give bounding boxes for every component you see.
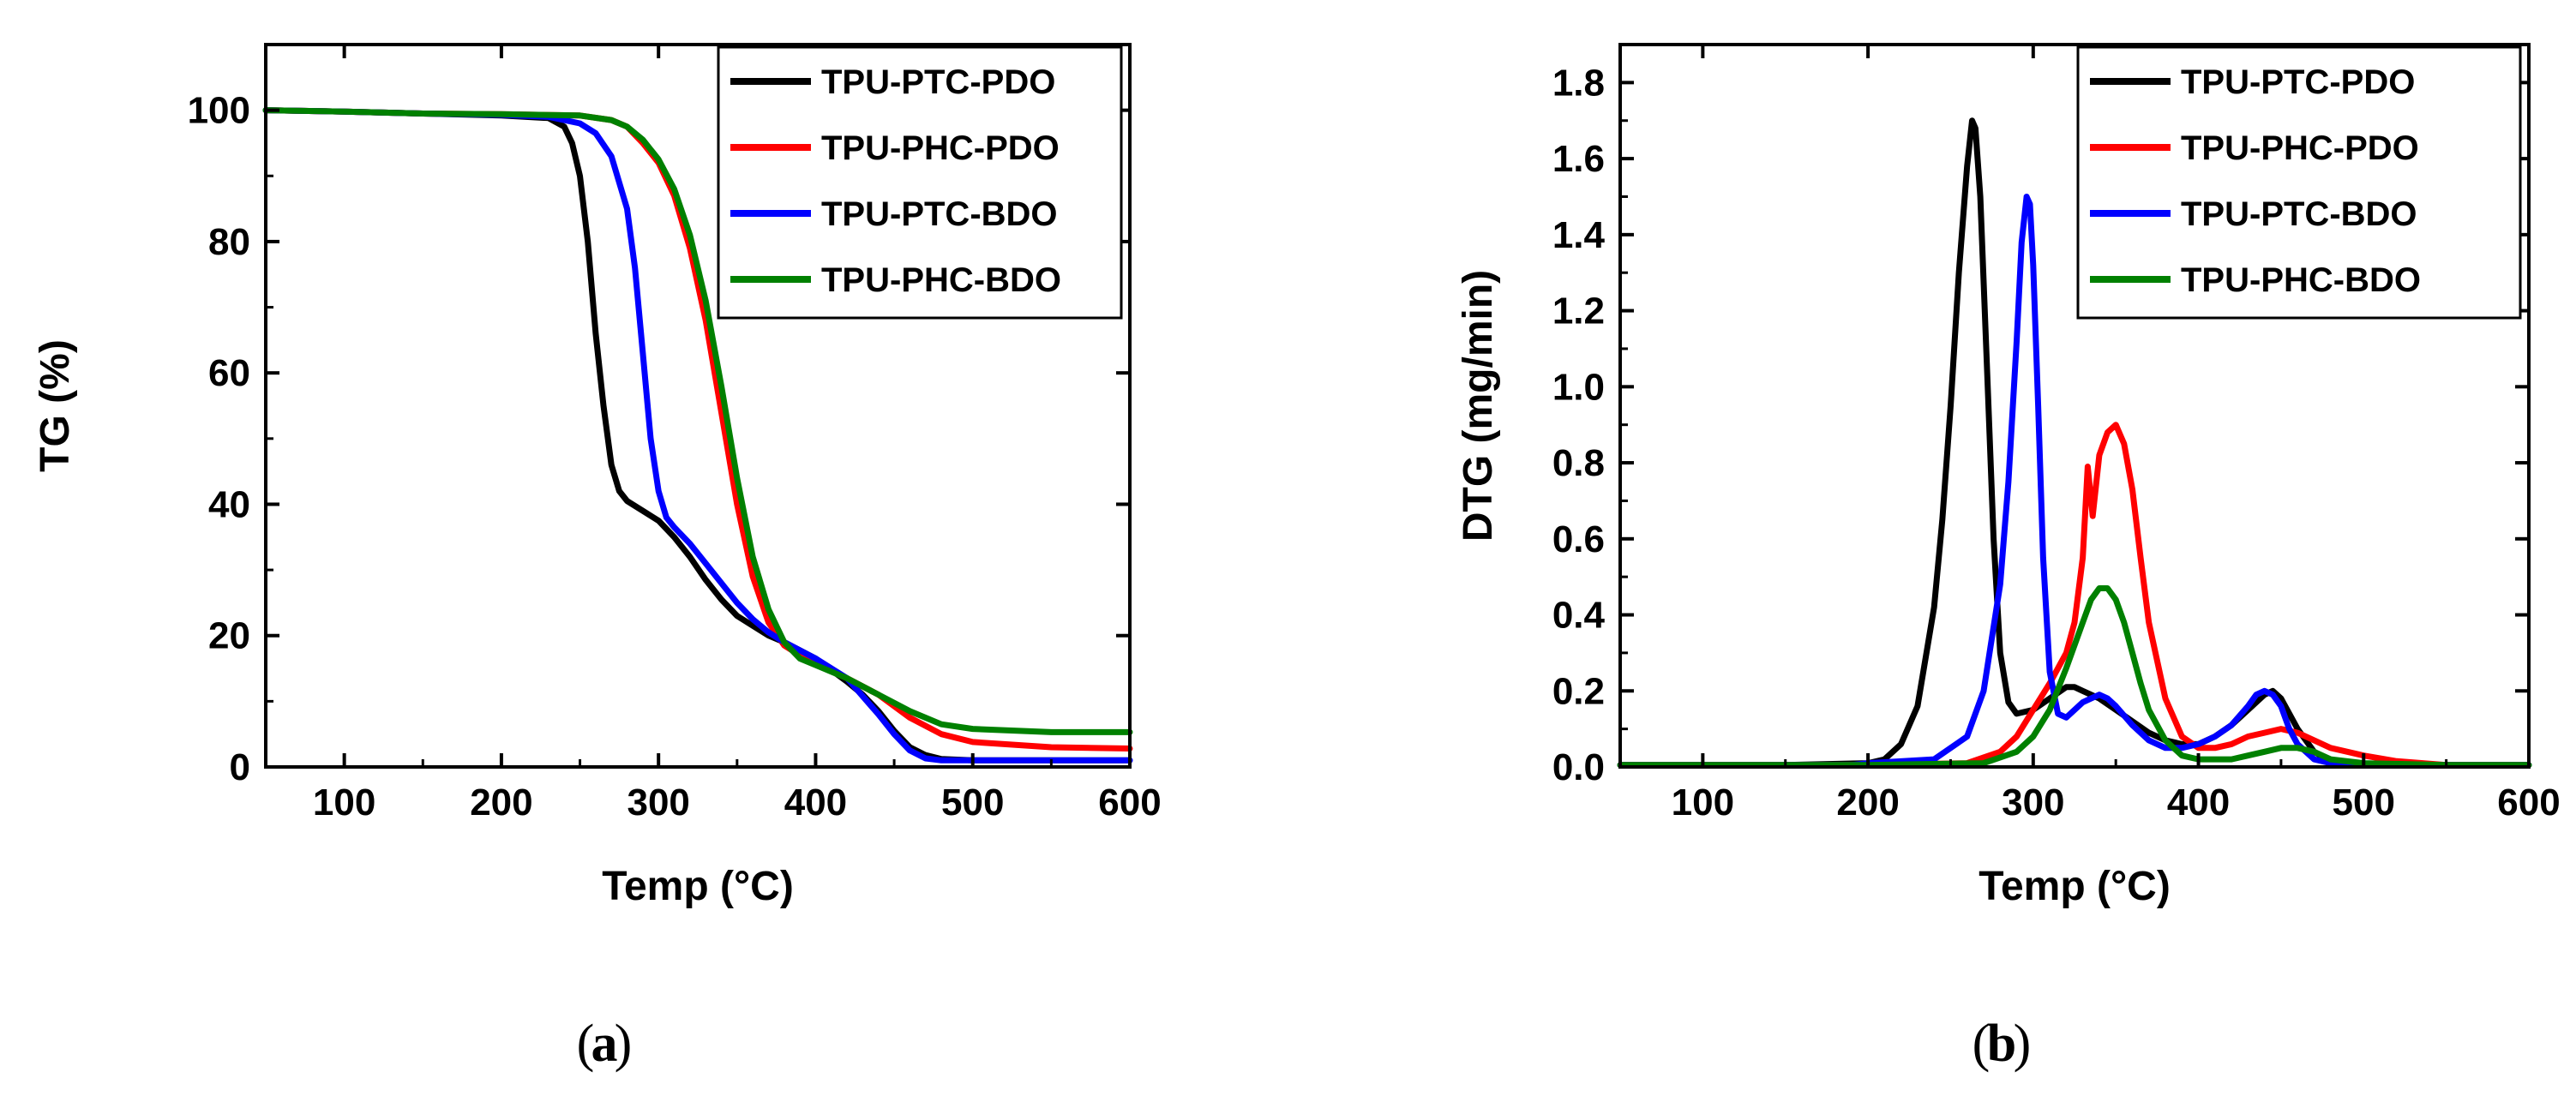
legend: TPU-PTC-PDO TPU-PHC-PDO TPU-PTC-BDO TPU-PHC… xyxy=(2076,45,2522,320)
y-tick-label: 20 xyxy=(208,615,250,657)
legend-box xyxy=(717,45,1123,320)
x-tick-label: 600 xyxy=(2497,782,2560,823)
caption-a: ( a ) xyxy=(577,1015,633,1073)
legend-label: TPU-PTC-BDO xyxy=(821,195,1058,233)
x-tick-label: 200 xyxy=(470,782,532,823)
series-line-tpu-ptc-bdo xyxy=(262,107,1133,764)
y-tick-label: 1.0 xyxy=(1552,366,1605,408)
dtg-chart-panel: 100 200 300 400 500 600 0.0 0.2 0.4 0.6 0.8 1.0 1.2 1… xyxy=(1456,43,2561,909)
legend-box xyxy=(2076,45,2522,320)
x-tick-label: 400 xyxy=(784,782,847,823)
y-tick-label: 0.0 xyxy=(1552,746,1605,788)
y-tick-label: 100 xyxy=(188,90,250,132)
series-line-tpu-phc-bdo xyxy=(1617,585,2532,769)
legend-label: TPU-PHC-PDO xyxy=(2181,129,2419,167)
series-line-tpu-ptc-pdo xyxy=(1617,117,2532,769)
y-tick-label: 80 xyxy=(208,221,250,263)
caption-open-paren: ( xyxy=(577,1015,595,1073)
x-tick-label: 300 xyxy=(627,782,689,823)
x-tick-label: 100 xyxy=(313,782,375,823)
x-axis-title: Temp (°C) xyxy=(1979,864,2171,909)
y-tick-label: 1.4 xyxy=(1552,214,1606,256)
plot-frame xyxy=(1618,43,2531,769)
caption-close-paren: ) xyxy=(615,1015,633,1073)
y-tick-label: 40 xyxy=(208,483,250,525)
series-line-tpu-ptc-bdo xyxy=(1617,194,2532,769)
y-tick-label: 0.8 xyxy=(1552,442,1605,484)
series-line-tpu-phc-bdo xyxy=(262,107,1133,735)
x-tick-label: 500 xyxy=(941,782,1004,823)
x-tick-label: 600 xyxy=(1098,782,1161,823)
x-tick-label: 400 xyxy=(2167,782,2230,823)
plot-frame xyxy=(264,43,1132,769)
caption-label-b: b xyxy=(1987,1015,2016,1073)
caption-close-paren: ) xyxy=(2014,1015,2032,1073)
y-tick-label: 0.2 xyxy=(1552,670,1605,712)
y-axis-title: TG (%) xyxy=(33,339,78,472)
x-tick-label: 100 xyxy=(1672,782,1734,823)
legend: TPU-PTC-PDO TPU-PHC-PDO TPU-PTC-BDO TPU-PHC… xyxy=(717,45,1123,320)
legend-label: TPU-PTC-BDO xyxy=(2181,195,2417,233)
y-tick-label: 60 xyxy=(208,352,250,394)
legend-label: TPU-PHC-BDO xyxy=(821,261,1061,299)
x-tick-label: 200 xyxy=(1836,782,1899,823)
series-line-tpu-phc-pdo xyxy=(1617,422,2532,769)
caption-open-paren: ( xyxy=(1973,1015,1991,1073)
x-axis-title: Temp (°C) xyxy=(602,864,794,909)
y-tick-label: 0 xyxy=(230,746,250,788)
y-tick-label: 0.4 xyxy=(1552,595,1606,637)
legend-label: TPU-PHC-PDO xyxy=(821,129,1060,167)
legend-label: TPU-PTC-PDO xyxy=(821,63,1055,101)
y-tick-label: 1.2 xyxy=(1552,290,1605,332)
legend-label: TPU-PHC-BDO xyxy=(2181,261,2421,299)
legend-label: TPU-PTC-PDO xyxy=(2181,63,2415,101)
y-tick-label: 1.6 xyxy=(1552,138,1605,180)
y-tick-label: 1.8 xyxy=(1552,62,1605,104)
x-tick-label: 300 xyxy=(2002,782,2064,823)
x-tick-label: 500 xyxy=(2333,782,2395,823)
y-tick-label: 0.6 xyxy=(1552,518,1605,560)
caption-b: ( b ) xyxy=(1973,1015,2032,1073)
caption-label-a: a xyxy=(591,1015,618,1073)
tg-chart-panel: 100 200 300 400 500 600 0 20 40 60 80 100 Temp (°C) T… xyxy=(33,43,1162,909)
y-axis-title: DTG (mg/min) xyxy=(1456,270,1501,542)
